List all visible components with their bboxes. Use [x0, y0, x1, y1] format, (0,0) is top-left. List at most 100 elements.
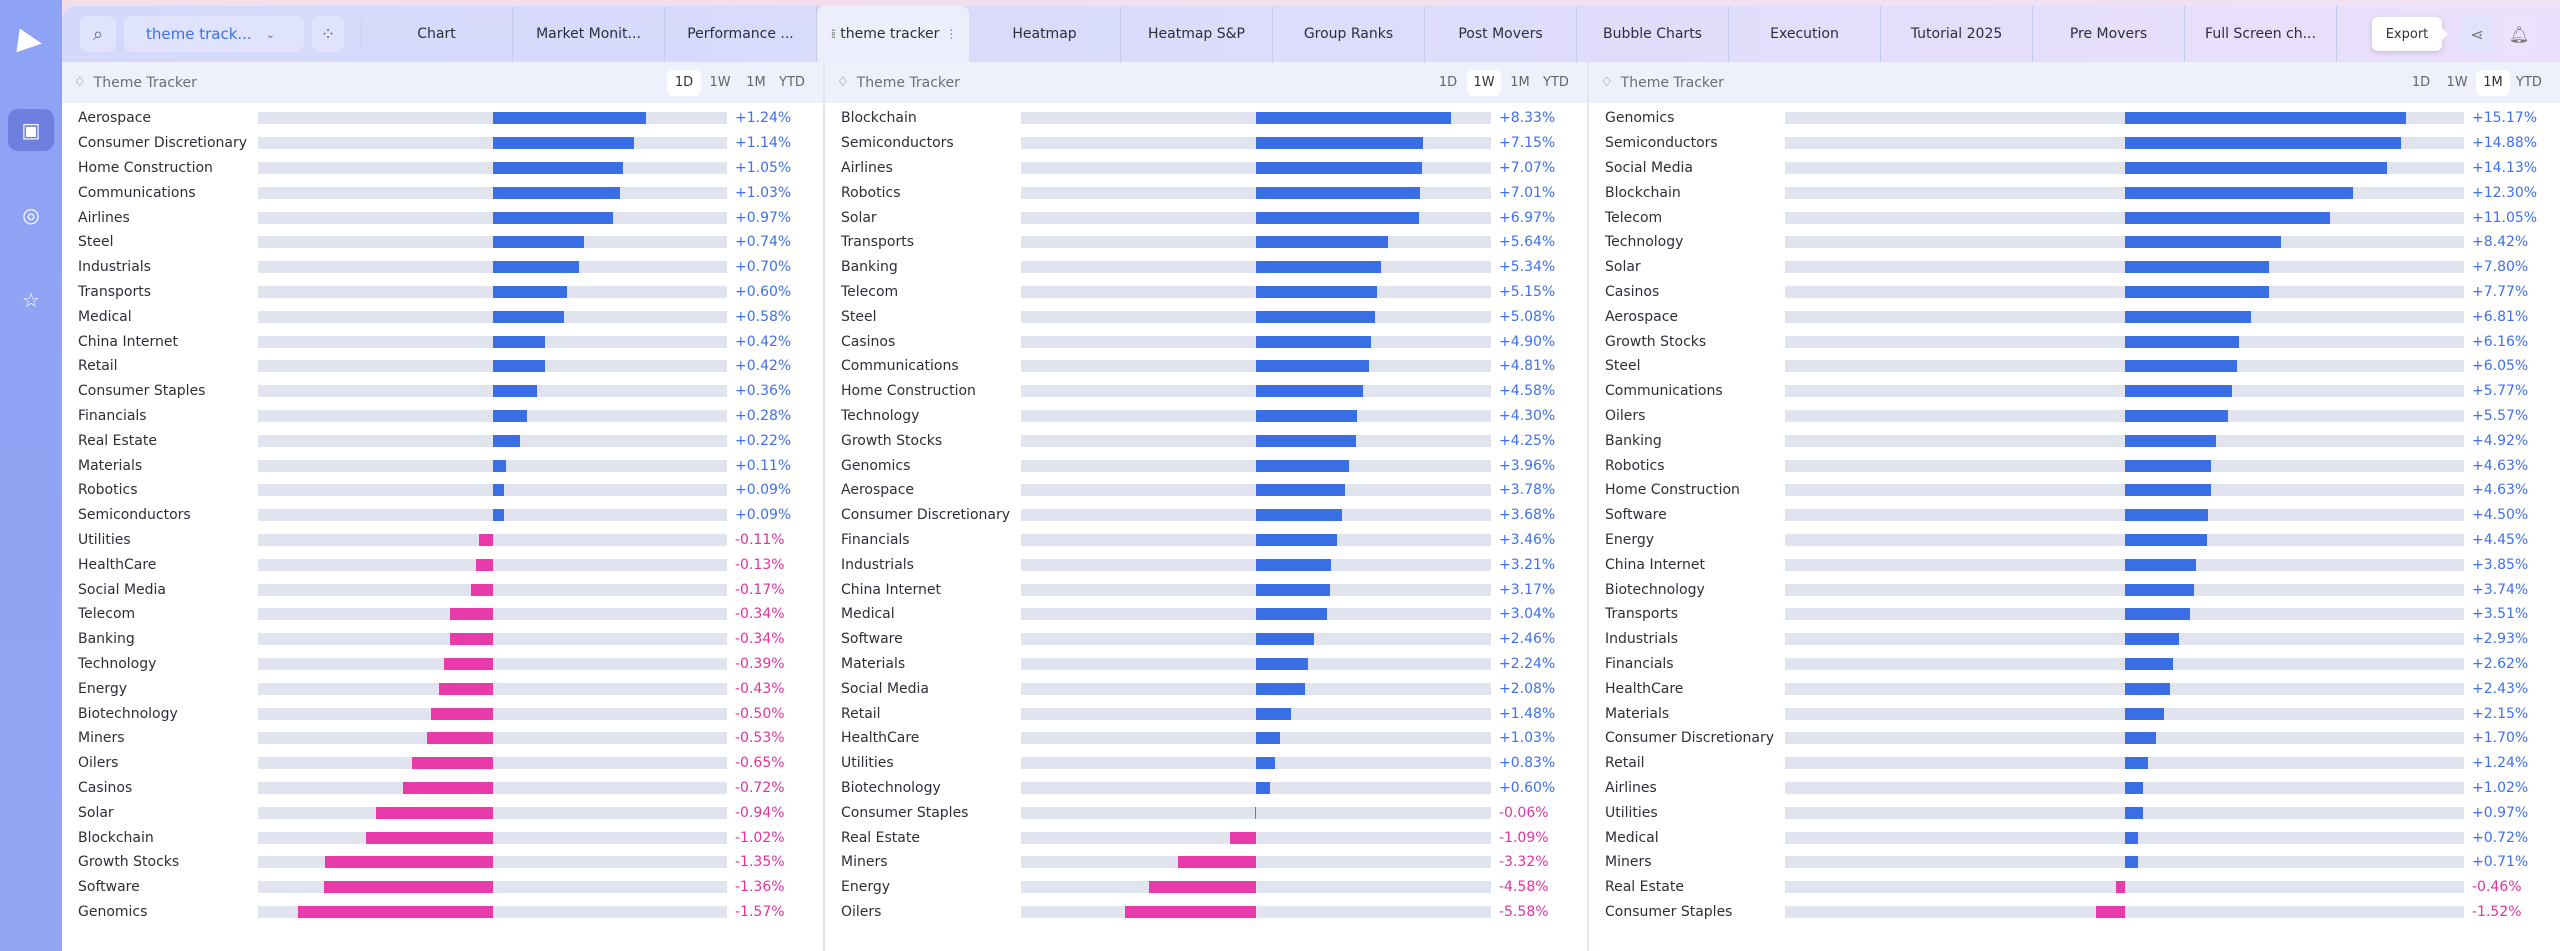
- period-1m-button[interactable]: 1M: [746, 75, 766, 90]
- workspace-dropdown[interactable]: theme track... ⌄: [124, 16, 304, 52]
- theme-row[interactable]: China Internet +3.85%: [1589, 552, 2560, 577]
- theme-row[interactable]: Telecom +5.15%: [825, 280, 1587, 305]
- layout-icon[interactable]: ▣: [8, 109, 54, 151]
- theme-row[interactable]: Biotechnology +0.60%: [825, 776, 1587, 801]
- theme-row[interactable]: Semiconductors +14.88%: [1589, 131, 2560, 156]
- theme-row[interactable]: Medical +0.58%: [62, 304, 823, 329]
- theme-row[interactable]: Industrials +2.93%: [1589, 627, 2560, 652]
- theme-row[interactable]: Banking +4.92%: [1589, 428, 2560, 453]
- theme-row[interactable]: Miners -0.53%: [62, 726, 823, 751]
- theme-row[interactable]: Growth Stocks +6.16%: [1589, 329, 2560, 354]
- theme-row[interactable]: Blockchain +8.33%: [825, 106, 1587, 131]
- notifications-button[interactable]: 🔔︎: [2502, 16, 2536, 52]
- theme-row[interactable]: Social Media -0.17%: [62, 577, 823, 602]
- tab-heatmap-s-p[interactable]: Heatmap S&P: [1121, 6, 1273, 62]
- tab-performance[interactable]: Performance ...: [665, 6, 817, 62]
- theme-row[interactable]: Communications +5.77%: [1589, 379, 2560, 404]
- tab-market-monit[interactable]: Market Monit...: [513, 6, 665, 62]
- theme-row[interactable]: Banking -0.34%: [62, 627, 823, 652]
- theme-row[interactable]: Biotechnology -0.50%: [62, 701, 823, 726]
- theme-row[interactable]: Genomics -1.57%: [62, 900, 823, 925]
- theme-row[interactable]: Transports +5.64%: [825, 230, 1587, 255]
- period-ytd-button[interactable]: YTD: [2516, 75, 2542, 90]
- theme-row[interactable]: Robotics +7.01%: [825, 180, 1587, 205]
- drag-handle-icon[interactable]: ⁞⁞: [830, 27, 836, 41]
- theme-row[interactable]: Steel +6.05%: [1589, 354, 2560, 379]
- search-button[interactable]: ⌕: [80, 16, 116, 52]
- theme-row[interactable]: Consumer Discretionary +3.68%: [825, 503, 1587, 528]
- theme-row[interactable]: Social Media +2.08%: [825, 676, 1587, 701]
- theme-row[interactable]: Casinos -0.72%: [62, 776, 823, 801]
- theme-row[interactable]: Technology +8.42%: [1589, 230, 2560, 255]
- period-1m-button[interactable]: 1M: [2476, 69, 2510, 96]
- tab-execution[interactable]: Execution: [1729, 6, 1881, 62]
- theme-row[interactable]: Semiconductors +0.09%: [62, 503, 823, 528]
- theme-row[interactable]: Growth Stocks -1.35%: [62, 850, 823, 875]
- radar-icon[interactable]: ◎: [22, 203, 40, 227]
- tab-bubble-charts[interactable]: Bubble Charts: [1577, 6, 1729, 62]
- theme-row[interactable]: Financials +0.28%: [62, 404, 823, 429]
- period-1d-button[interactable]: 1D: [1438, 75, 1458, 90]
- theme-row[interactable]: Airlines +0.97%: [62, 205, 823, 230]
- period-1d-button[interactable]: 1D: [667, 69, 701, 96]
- theme-row[interactable]: Oilers -0.65%: [62, 751, 823, 776]
- theme-row[interactable]: Consumer Discretionary +1.70%: [1589, 726, 2560, 751]
- theme-row[interactable]: Casinos +7.77%: [1589, 280, 2560, 305]
- theme-row[interactable]: HealthCare +2.43%: [1589, 676, 2560, 701]
- theme-row[interactable]: Oilers -5.58%: [825, 900, 1587, 925]
- theme-row[interactable]: Real Estate -1.09%: [825, 825, 1587, 850]
- theme-row[interactable]: Utilities +0.97%: [1589, 800, 2560, 825]
- theme-row[interactable]: Transports +0.60%: [62, 280, 823, 305]
- theme-row[interactable]: Retail +0.42%: [62, 354, 823, 379]
- theme-row[interactable]: China Internet +3.17%: [825, 577, 1587, 602]
- theme-row[interactable]: Home Construction +1.05%: [62, 156, 823, 181]
- export-button[interactable]: ⋖: [2460, 16, 2494, 52]
- theme-row[interactable]: Robotics +4.63%: [1589, 453, 2560, 478]
- theme-row[interactable]: HealthCare -0.13%: [62, 552, 823, 577]
- theme-row[interactable]: Retail +1.48%: [825, 701, 1587, 726]
- theme-row[interactable]: Utilities +0.83%: [825, 751, 1587, 776]
- add-widget-button[interactable]: ⁘: [312, 16, 344, 52]
- period-ytd-button[interactable]: YTD: [1543, 75, 1569, 90]
- theme-row[interactable]: Banking +5.34%: [825, 255, 1587, 280]
- theme-row[interactable]: Miners -3.32%: [825, 850, 1587, 875]
- theme-row[interactable]: Biotechnology +3.74%: [1589, 577, 2560, 602]
- theme-row[interactable]: Medical +3.04%: [825, 602, 1587, 627]
- theme-row[interactable]: Genomics +15.17%: [1589, 106, 2560, 131]
- theme-row[interactable]: Consumer Discretionary +1.14%: [62, 131, 823, 156]
- theme-row[interactable]: Energy +4.45%: [1589, 528, 2560, 553]
- theme-row[interactable]: Consumer Staples -1.52%: [1589, 900, 2560, 925]
- tab-menu-icon[interactable]: ⋮: [945, 27, 957, 41]
- theme-row[interactable]: China Internet +0.42%: [62, 329, 823, 354]
- period-1d-button[interactable]: 1D: [2411, 75, 2431, 90]
- theme-row[interactable]: Semiconductors +7.15%: [825, 131, 1587, 156]
- theme-row[interactable]: Materials +2.15%: [1589, 701, 2560, 726]
- theme-row[interactable]: Airlines +7.07%: [825, 156, 1587, 181]
- theme-row[interactable]: Materials +2.24%: [825, 652, 1587, 677]
- theme-row[interactable]: Steel +0.74%: [62, 230, 823, 255]
- tab-heatmap[interactable]: Heatmap: [969, 6, 1121, 62]
- theme-row[interactable]: Aerospace +1.24%: [62, 106, 823, 131]
- theme-row[interactable]: Financials +2.62%: [1589, 652, 2560, 677]
- theme-row[interactable]: Oilers +5.57%: [1589, 404, 2560, 429]
- theme-row[interactable]: Growth Stocks +4.25%: [825, 428, 1587, 453]
- theme-row[interactable]: Materials +0.11%: [62, 453, 823, 478]
- theme-row[interactable]: Aerospace +3.78%: [825, 478, 1587, 503]
- theme-row[interactable]: Technology +4.30%: [825, 404, 1587, 429]
- theme-row[interactable]: Consumer Staples +0.36%: [62, 379, 823, 404]
- tab-full-screen-ch[interactable]: Full Screen ch...: [2185, 6, 2337, 62]
- theme-row[interactable]: Industrials +3.21%: [825, 552, 1587, 577]
- tab-post-movers[interactable]: Post Movers: [1425, 6, 1577, 62]
- logo-icon[interactable]: [16, 28, 44, 56]
- theme-row[interactable]: Telecom +11.05%: [1589, 205, 2560, 230]
- theme-row[interactable]: Solar +7.80%: [1589, 255, 2560, 280]
- theme-row[interactable]: Financials +3.46%: [825, 528, 1587, 553]
- period-ytd-button[interactable]: YTD: [779, 75, 805, 90]
- theme-row[interactable]: Transports +3.51%: [1589, 602, 2560, 627]
- theme-row[interactable]: Retail +1.24%: [1589, 751, 2560, 776]
- period-1w-button[interactable]: 1W: [709, 75, 731, 90]
- theme-row[interactable]: Solar -0.94%: [62, 800, 823, 825]
- theme-row[interactable]: Software -1.36%: [62, 875, 823, 900]
- theme-row[interactable]: Energy -0.43%: [62, 676, 823, 701]
- theme-row[interactable]: Miners +0.71%: [1589, 850, 2560, 875]
